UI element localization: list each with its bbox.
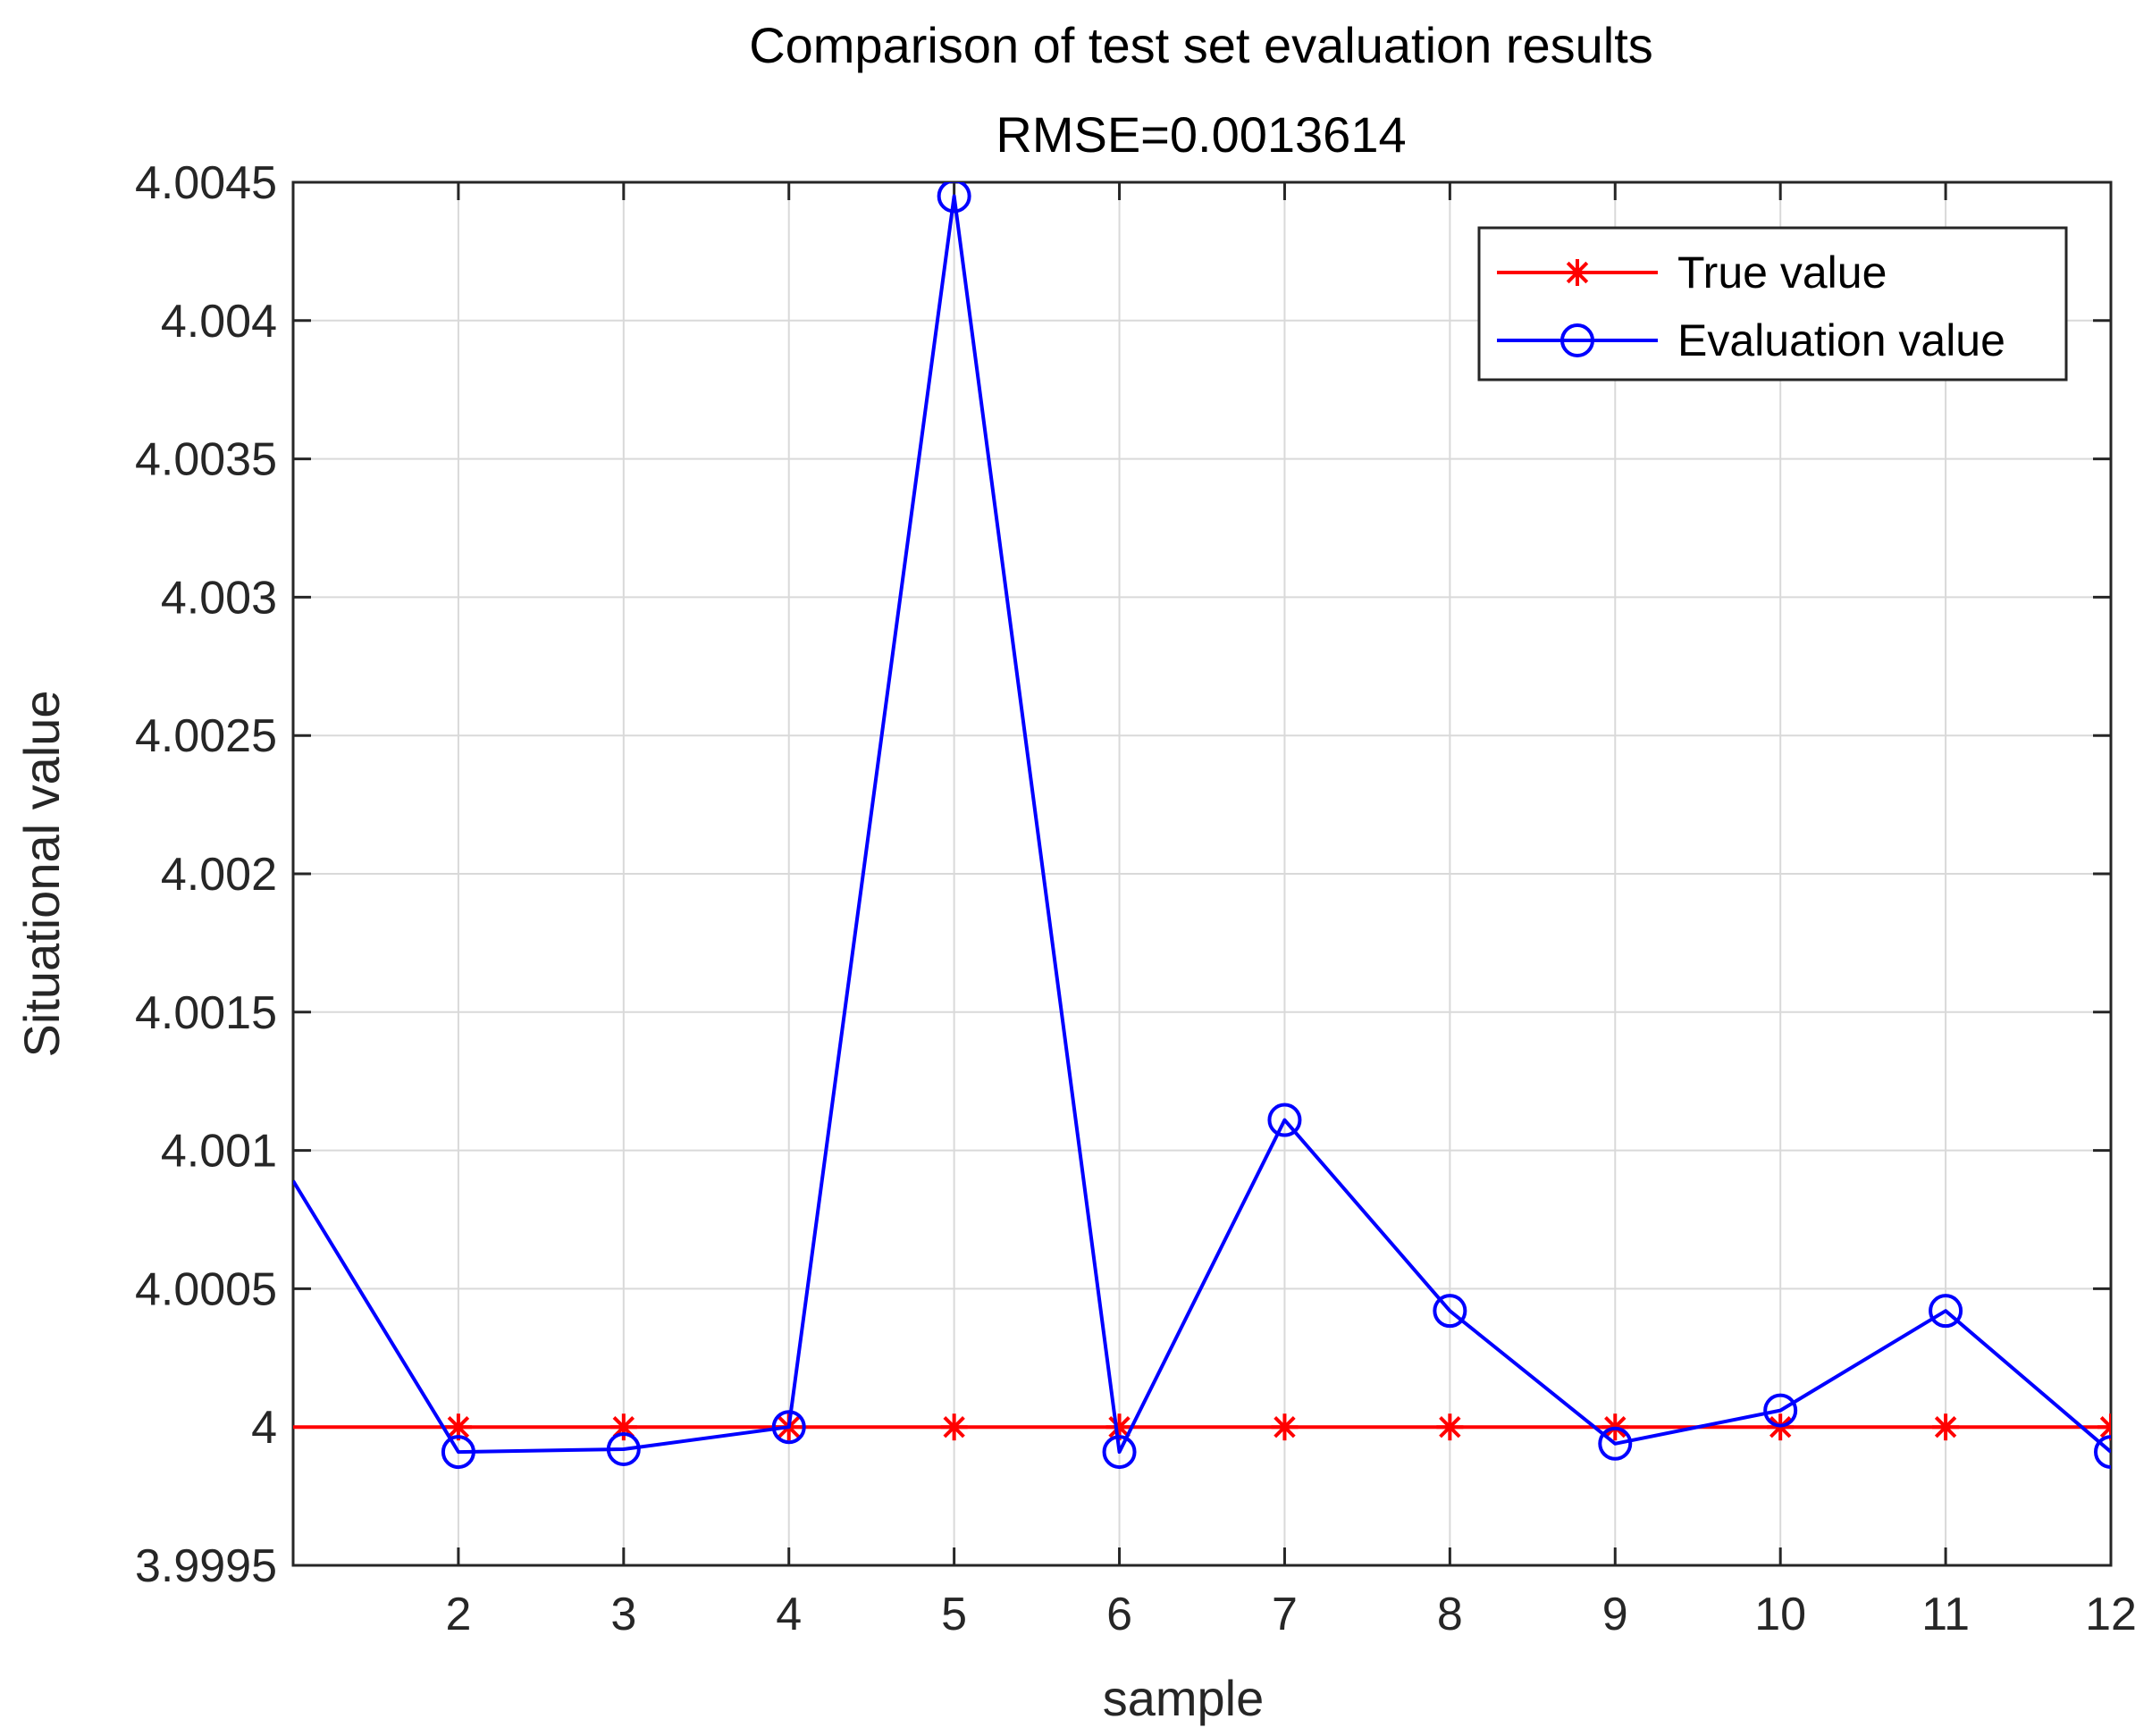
data-point-evaluation-value (1267, 1103, 1302, 1137)
legend-label-true-value: True value (1677, 247, 1887, 298)
data-point-true-value (1436, 1413, 1464, 1441)
legend: True value Evaluation value (1477, 226, 2068, 382)
y-tick-label: 4.003 (161, 572, 277, 624)
data-point-evaluation-value (441, 1435, 475, 1470)
x-tick-label: 11 (1921, 1589, 1970, 1640)
data-point-true-value (1271, 1413, 1299, 1441)
data-point-evaluation-value (1102, 1435, 1137, 1470)
x-tick-label: 4 (776, 1589, 802, 1640)
marker-stroke (1108, 1415, 1131, 1438)
data-point-evaluation-value (1929, 1294, 1963, 1329)
legend-label-evaluation-value: Evaluation value (1677, 315, 2005, 365)
y-tick-label: 4.002 (161, 849, 277, 901)
y-tick-label: 4.0005 (135, 1263, 277, 1315)
series-evaluation-value (293, 182, 2111, 1470)
data-point-evaluation-value (2094, 1435, 2111, 1470)
marker-stroke (1934, 1415, 1957, 1438)
y-tick-label: 4.004 (161, 296, 277, 348)
chart-title: Comparison of test set evaluation result… (749, 17, 1653, 73)
data-point-evaluation-value (606, 1431, 641, 1466)
data-point-true-value (1932, 1413, 1960, 1441)
y-tick-label: 4 (251, 1402, 277, 1454)
x-tick-label: 10 (1754, 1589, 1806, 1640)
plot-area: 2 3 4 5 6 7 8 9 10 11 12 3.9995 4 4.0005 4.001 4.0015 4.… (135, 157, 2137, 1640)
x-tick-label: 12 (2085, 1589, 2137, 1640)
data-point-true-value (940, 1413, 968, 1441)
x-tick-label: 7 (1272, 1589, 1298, 1640)
legend-marker-true-value (1564, 259, 1591, 286)
marker-stroke (1439, 1415, 1461, 1438)
y-tick-label: 3.9995 (135, 1540, 277, 1592)
data-point-evaluation-value (937, 182, 971, 214)
data-point-evaluation-value (1433, 1294, 1467, 1329)
y-tick-label: 4.0045 (135, 157, 277, 209)
series-line-evaluation-value (293, 194, 2111, 1455)
x-tick-label: 2 (445, 1589, 471, 1640)
marker-stroke (2099, 1424, 2111, 1438)
x-tick-label: 8 (1437, 1589, 1463, 1640)
data-point-evaluation-value (1598, 1426, 1633, 1461)
y-tick-label: 4.0015 (135, 987, 277, 1039)
x-tick-label: 3 (610, 1589, 636, 1640)
y-tick-label: 4.001 (161, 1126, 277, 1178)
data-point-evaluation-value (1763, 1393, 1798, 1428)
y-axis-label: Situational value (13, 691, 70, 1058)
x-tick-label: 5 (941, 1589, 967, 1640)
data-point-evaluation-value (771, 1410, 806, 1445)
chart-subtitle: RMSE=0.0013614 (996, 106, 1406, 163)
x-axis-label: sample (1103, 1670, 1265, 1726)
y-tick-label: 4.0025 (135, 710, 277, 762)
data-point-true-value (2097, 1413, 2111, 1441)
legend-marker-evaluation-value (1560, 323, 1594, 357)
x-tick-label: 6 (1106, 1589, 1132, 1640)
marker-stroke (943, 1415, 965, 1438)
marker-stroke (1566, 261, 1589, 284)
marker-stroke (447, 1415, 470, 1438)
marker-stroke (2099, 1415, 2111, 1430)
x-tick-label: 9 (1602, 1589, 1628, 1640)
y-tick-label: 4.0035 (135, 434, 277, 486)
marker-stroke (1274, 1415, 1296, 1438)
